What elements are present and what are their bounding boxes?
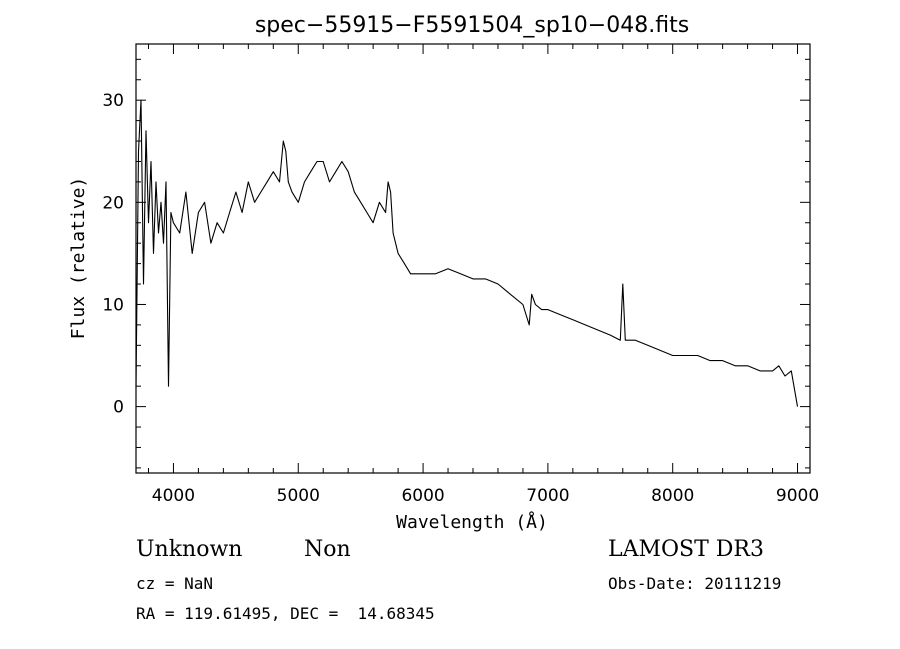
- major-ticks: [136, 44, 810, 473]
- object-subclass: Non: [304, 537, 351, 562]
- obs-date: Obs-Date: 20111219: [608, 574, 782, 593]
- x-tick-label: 7000: [526, 486, 569, 506]
- y-tick-label: 10: [102, 295, 124, 315]
- x-tick-labels: 4000 5000 6000 7000 8000 9000: [152, 486, 819, 506]
- x-tick-label: 6000: [401, 486, 444, 506]
- spectrum-line: [135, 99, 799, 407]
- plot-frame: [135, 43, 811, 474]
- x-tick-label: 5000: [277, 486, 320, 506]
- x-tick-label: 4000: [152, 486, 195, 506]
- x-axis-label: Wavelength (Å): [396, 511, 548, 533]
- redshift-cz: cz = NaN: [136, 574, 214, 593]
- x-tick-label: 9000: [776, 486, 819, 506]
- chart-title: spec−55915−F5591504_sp10−048.fits: [255, 13, 689, 38]
- y-tick-label: 0: [113, 398, 124, 418]
- ra-dec-coords: RA = 119.61495, DEC = 14.68345: [136, 604, 435, 623]
- minor-ticks: [136, 44, 810, 473]
- y-tick-label: 20: [102, 193, 124, 213]
- y-tick-label: 30: [102, 91, 124, 111]
- survey-name: LAMOST DR3: [608, 537, 764, 562]
- y-axis-label: Flux (relative): [68, 177, 89, 340]
- object-class: Unknown: [136, 537, 243, 562]
- x-tick-label: 8000: [651, 486, 694, 506]
- y-tick-labels: 0 10 20 30: [102, 91, 124, 417]
